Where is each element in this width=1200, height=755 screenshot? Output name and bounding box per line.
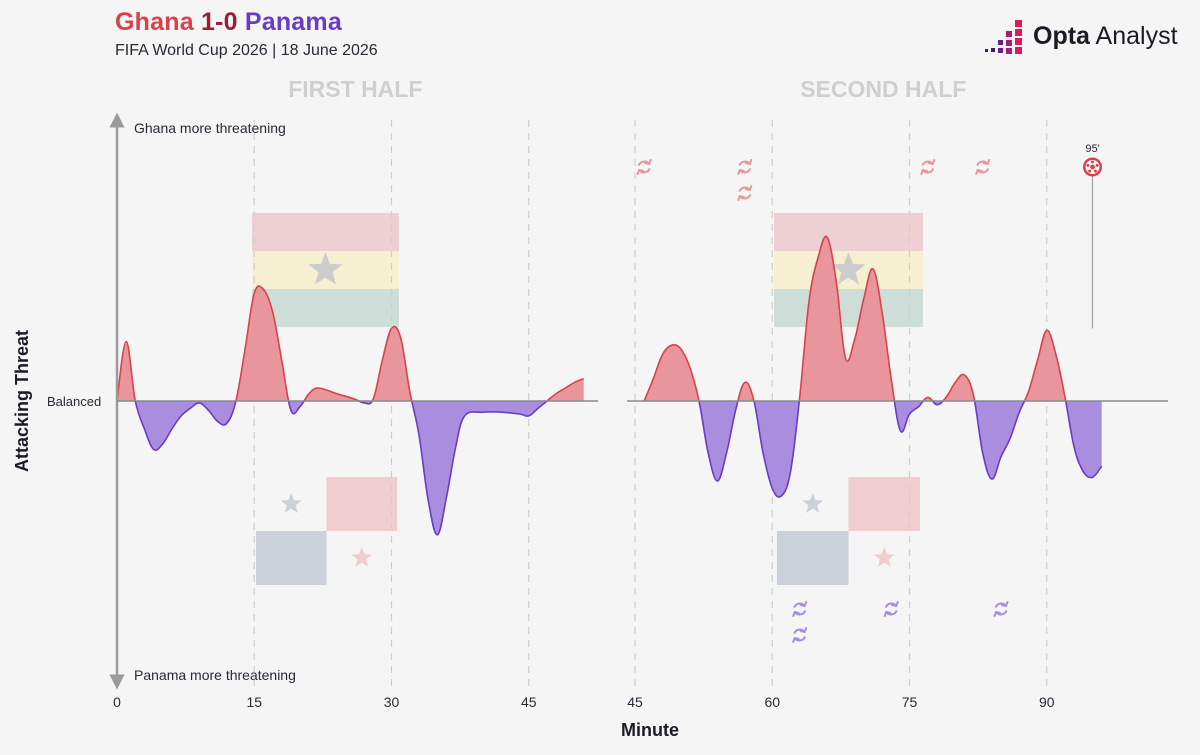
panama-flag-watermark-1 xyxy=(256,477,397,585)
brand-name: Opta Analyst xyxy=(1033,21,1178,50)
ghana-substitution-icon xyxy=(920,159,936,175)
x-tick-label: 30 xyxy=(384,694,400,710)
x-tick-label: 0 xyxy=(113,694,121,710)
ghana-substitution-icon xyxy=(737,185,753,201)
x-tick-label: 45 xyxy=(627,694,643,710)
home-team-name: Ghana xyxy=(115,8,194,36)
brand-logo: Opta Analyst xyxy=(985,16,1178,56)
panama-threat-line xyxy=(117,401,549,536)
ghana-threat-area xyxy=(644,236,1102,401)
away-team-name: Panama xyxy=(244,8,342,36)
football-goal-icon xyxy=(1083,157,1102,177)
panama-substitution-icon xyxy=(792,601,808,617)
panel-title-1: FIRST HALF xyxy=(288,76,422,102)
ghana-substitution-icon xyxy=(737,159,753,175)
panama-flag-blue-star-icon xyxy=(802,493,824,513)
y-axis-title: Attacking Threat xyxy=(12,330,32,472)
y-top-label: Ghana more threatening xyxy=(134,120,286,136)
panama-flag-red-star-icon xyxy=(351,547,373,567)
ghana-substitution-icon xyxy=(636,159,652,175)
panama-threat-line xyxy=(644,401,1103,498)
match-subtitle: FIFA World Cup 2026 | 18 June 2026 xyxy=(115,42,378,59)
ghana-flag-watermark-1 xyxy=(252,213,399,327)
match-title: Ghana 1-0 Panama xyxy=(115,8,342,37)
panama-threat-series-1 xyxy=(117,401,584,536)
x-tick-label: 90 xyxy=(1039,694,1055,710)
x-tick-label: 75 xyxy=(902,694,918,710)
y-balanced-label: Balanced xyxy=(47,394,101,409)
x-axis-title: Minute xyxy=(621,720,679,740)
panama-substitution-icon xyxy=(883,601,899,617)
y-bottom-label: Panama more threatening xyxy=(134,667,296,683)
goal-minute-label: 95' xyxy=(1085,143,1099,155)
opta-logo-icon xyxy=(985,20,1022,54)
panama-flag-blue-star-icon xyxy=(280,493,302,513)
x-tick-label: 45 xyxy=(521,694,537,710)
x-tick-label: 15 xyxy=(246,694,262,710)
panama-threat-series-2 xyxy=(644,401,1103,498)
panama-substitution-icon xyxy=(792,627,808,643)
panama-flag-watermark-2 xyxy=(777,477,920,585)
ghana-flag-watermark-2 xyxy=(774,213,923,327)
panama-substitution-icon xyxy=(993,601,1009,617)
ghana-flag-star-icon xyxy=(308,252,343,285)
panama-flag-red-star-icon xyxy=(873,547,895,567)
ghana-flag-star-icon xyxy=(831,252,866,285)
ghana-substitution-icon xyxy=(975,159,991,175)
panama-threat-area xyxy=(117,401,584,535)
panel-title-2: SECOND HALF xyxy=(800,76,966,102)
ghana-threat-line xyxy=(116,285,584,401)
match-score: 1-0 xyxy=(200,8,238,36)
x-tick-label: 60 xyxy=(764,694,780,710)
ghana-threat-series-1 xyxy=(116,285,584,401)
